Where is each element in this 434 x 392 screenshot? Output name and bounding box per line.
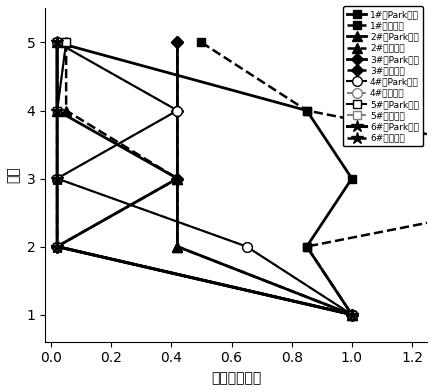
5#波Park模型 <box>55 176 60 181</box>
5#波层模型 <box>63 40 69 45</box>
Line: 6#波Park模型: 6#波Park模型 <box>51 36 358 321</box>
Line: 1#波层模型: 1#波层模型 <box>197 38 434 319</box>
5#波层模型 <box>55 108 60 113</box>
4#波层模型 <box>55 40 60 45</box>
Line: 2#波Park模型: 2#波Park模型 <box>52 38 357 319</box>
Line: 3#波Park模型: 3#波Park模型 <box>53 38 356 319</box>
Legend: 1#波Park模型, 1#波层模型, 2#波Park模型, 2#波层模型, 3#波Park模型, 3#波层模型, 4#波Park模型, 4#波层模型, 5#波P: 1#波Park模型, 1#波层模型, 2#波Park模型, 2#波层模型, 3#… <box>343 6 423 146</box>
5#波层模型 <box>55 176 60 181</box>
4#波层模型 <box>349 312 355 317</box>
6#波层模型 <box>349 312 355 317</box>
1#波层模型 <box>304 244 309 249</box>
Line: 3#波层模型: 3#波层模型 <box>53 38 356 319</box>
2#波层模型 <box>63 108 69 113</box>
3#波Park模型 <box>55 244 60 249</box>
3#波层模型 <box>55 244 60 249</box>
4#波Park模型 <box>244 244 249 249</box>
1#波Park模型 <box>304 244 309 249</box>
6#波Park模型 <box>55 176 60 181</box>
6#波Park模型 <box>55 244 60 249</box>
5#波Park模型 <box>55 244 60 249</box>
1#波Park模型 <box>349 312 355 317</box>
2#波Park模型 <box>55 108 60 113</box>
5#波层模型 <box>349 312 355 317</box>
6#波Park模型 <box>55 108 60 113</box>
1#波层模型 <box>199 40 204 45</box>
2#波Park模型 <box>175 176 180 181</box>
4#波层模型 <box>55 176 60 181</box>
1#波Park模型 <box>349 176 355 181</box>
6#波层模型 <box>55 40 60 45</box>
4#波Park模型 <box>175 108 180 113</box>
4#波层模型 <box>244 244 249 249</box>
5#波层模型 <box>55 244 60 249</box>
Line: 4#波Park模型: 4#波Park模型 <box>52 38 357 319</box>
Line: 5#波层模型: 5#波层模型 <box>53 38 356 319</box>
Line: 5#波Park模型: 5#波Park模型 <box>53 38 356 319</box>
3#波Park模型 <box>349 312 355 317</box>
6#波Park模型 <box>349 312 355 317</box>
Line: 2#波层模型: 2#波层模型 <box>61 38 357 319</box>
6#波层模型 <box>55 176 60 181</box>
2#波Park模型 <box>55 40 60 45</box>
2#波Park模型 <box>349 312 355 317</box>
6#波层模型 <box>55 244 60 249</box>
3#波层模型 <box>175 40 180 45</box>
Line: 6#波层模型: 6#波层模型 <box>51 36 358 321</box>
4#波Park模型 <box>349 312 355 317</box>
4#波层模型 <box>175 108 180 113</box>
3#波Park模型 <box>175 40 180 45</box>
X-axis label: 相对损伤指数: 相对损伤指数 <box>211 371 261 385</box>
1#波Park模型 <box>304 108 309 113</box>
5#波Park模型 <box>55 108 60 113</box>
2#波Park模型 <box>175 244 180 249</box>
1#波Park模型 <box>55 40 60 45</box>
2#波层模型 <box>349 312 355 317</box>
1#波层模型 <box>349 312 355 317</box>
Line: 1#波Park模型: 1#波Park模型 <box>53 38 356 319</box>
2#波层模型 <box>175 244 180 249</box>
3#波层模型 <box>175 108 180 113</box>
5#波Park模型 <box>63 40 69 45</box>
1#波层模型 <box>304 108 309 113</box>
3#波Park模型 <box>175 176 180 181</box>
4#波Park模型 <box>55 40 60 45</box>
Line: 4#波层模型: 4#波层模型 <box>52 38 357 319</box>
6#波层模型 <box>55 108 60 113</box>
3#波Park模型 <box>175 108 180 113</box>
6#波Park模型 <box>55 40 60 45</box>
Y-axis label: 楼层: 楼层 <box>7 167 21 183</box>
3#波层模型 <box>349 312 355 317</box>
5#波Park模型 <box>349 312 355 317</box>
2#波层模型 <box>63 40 69 45</box>
3#波层模型 <box>175 176 180 181</box>
4#波Park模型 <box>55 176 60 181</box>
2#波层模型 <box>175 176 180 181</box>
